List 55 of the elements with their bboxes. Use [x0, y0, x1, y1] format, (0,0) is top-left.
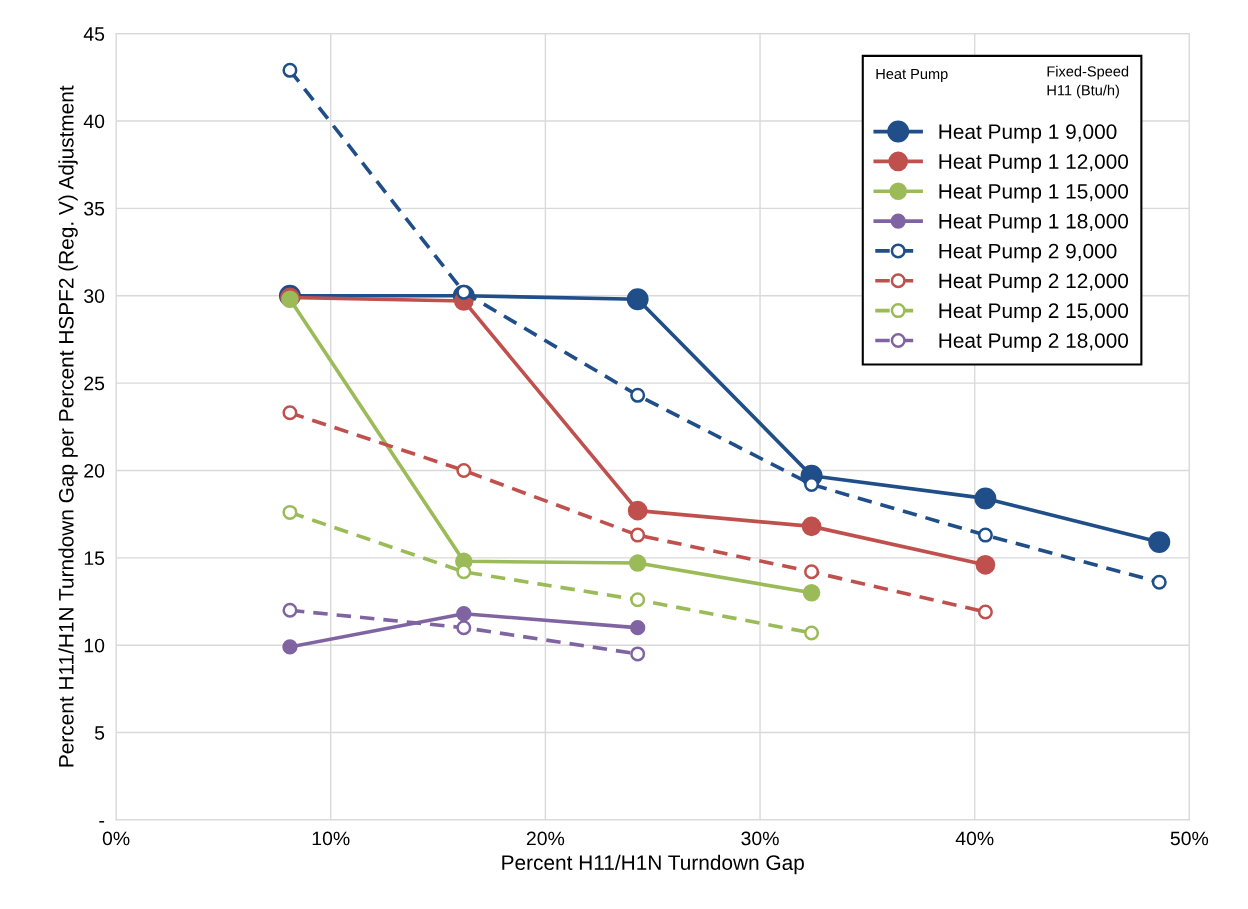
x-tick-label: 30% — [741, 831, 779, 846]
point — [630, 592, 646, 608]
y-axis-title: Percent H11/H1N Turndown Gap per Percent HSPF2 (Reg. V) Adjustment — [58, 85, 78, 767]
x-tick-label: 20% — [526, 831, 565, 846]
y-tick-label: 10 — [84, 638, 105, 653]
y-tick-label: 35 — [84, 201, 105, 216]
x-tick-label: 0% — [102, 831, 130, 846]
x-axis-title: Percent H11/H1N Turndown Gap — [502, 854, 804, 875]
point — [630, 387, 646, 403]
point — [456, 564, 472, 580]
point — [804, 564, 820, 580]
legend-label: Heat Pump 2 18,000 — [939, 333, 1129, 353]
y-tick-label: 30 — [84, 289, 105, 303]
point — [804, 625, 820, 641]
y-tick-label: 40 — [83, 114, 105, 129]
legend-label: Heat Pump 1 9,000 — [939, 124, 1117, 144]
point — [282, 405, 298, 421]
point — [975, 554, 996, 575]
legend-label: Heat Pump 2 12,000 — [939, 273, 1129, 293]
legend-label: Heat Pump 2 15,000 — [939, 303, 1129, 323]
point — [456, 462, 472, 478]
point — [282, 602, 298, 618]
point — [456, 620, 472, 636]
x-tick-label: 50% — [1170, 831, 1209, 846]
point — [628, 554, 647, 572]
x-tick-label: 10% — [312, 831, 350, 846]
point — [974, 487, 997, 510]
point — [630, 620, 646, 636]
point — [626, 288, 649, 311]
point — [977, 527, 993, 543]
y-tick-label: 25 — [84, 376, 105, 391]
legend-label: Heat Pump 2 9,000 — [939, 243, 1117, 263]
point — [282, 62, 298, 78]
point — [802, 584, 821, 602]
point — [977, 604, 993, 620]
point — [282, 639, 298, 655]
y-tick-label: 45 — [83, 27, 105, 41]
y-tick-label: - — [99, 821, 105, 823]
x-tick-label: 40% — [955, 831, 994, 846]
point — [801, 516, 822, 537]
legend-title: Heat Pump — [876, 68, 948, 82]
legend-label: Heat Pump 1 18,000 — [939, 213, 1129, 233]
point — [456, 606, 472, 622]
y-tick-label: 15 — [84, 551, 105, 566]
point — [1148, 531, 1171, 554]
point — [282, 504, 298, 520]
annotation: Fixed-Speed H11 (Btu/h) — [1047, 65, 1129, 99]
point — [627, 500, 648, 521]
legend-label: Heat Pump 1 12,000 — [939, 154, 1129, 174]
point — [1151, 574, 1167, 590]
y-tick-label: 5 — [94, 726, 105, 740]
point — [630, 527, 646, 543]
legend-label: Heat Pump 1 15,000 — [939, 184, 1129, 203]
point — [630, 646, 646, 662]
y-tick-label: 20 — [84, 463, 105, 478]
